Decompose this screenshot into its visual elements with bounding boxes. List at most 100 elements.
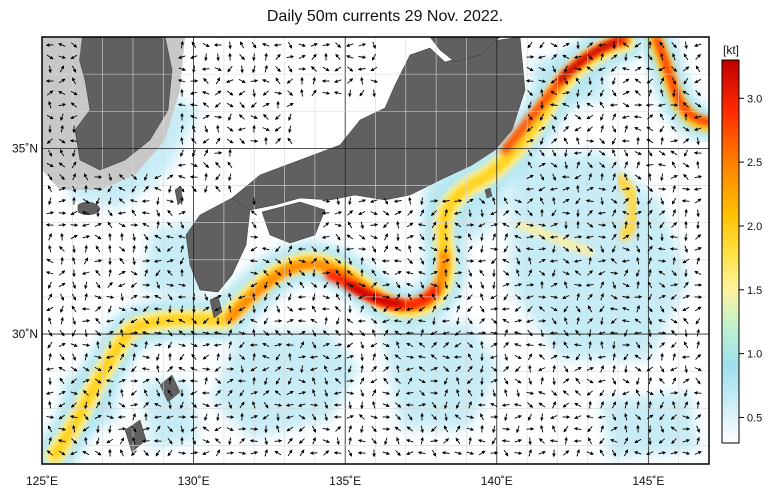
current-arrow — [597, 211, 606, 215]
current-arrow — [672, 209, 676, 217]
current-arrow — [526, 283, 535, 287]
current-arrow — [419, 233, 425, 241]
current-arrow — [335, 233, 341, 241]
current-arrow — [250, 246, 258, 252]
current-arrow — [552, 196, 556, 205]
current-arrow — [310, 65, 317, 72]
current-arrow — [48, 281, 52, 289]
current-arrow — [694, 127, 702, 131]
current-arrow — [393, 319, 402, 323]
current-arrow — [480, 377, 484, 386]
current-arrow — [670, 318, 678, 324]
current-arrow — [671, 270, 677, 277]
current-arrow — [611, 125, 617, 133]
current-arrow — [503, 210, 510, 216]
current-arrow — [202, 306, 210, 312]
current-arrow — [550, 78, 557, 84]
current-arrow — [177, 163, 186, 167]
current-arrow — [600, 89, 604, 97]
current-arrow — [334, 223, 342, 227]
current-arrow — [45, 271, 54, 275]
current-arrow — [156, 220, 160, 229]
current-arrow — [264, 293, 268, 301]
current-arrow — [527, 41, 533, 49]
current-arrow — [286, 103, 294, 107]
current-arrow — [623, 269, 629, 277]
current-arrow — [214, 102, 221, 108]
current-arrow — [562, 295, 570, 299]
current-arrow — [647, 306, 653, 313]
current-arrow — [383, 305, 389, 313]
current-arrow — [96, 425, 100, 434]
current-arrow — [177, 103, 186, 107]
current-arrow — [168, 305, 172, 314]
current-arrow — [60, 113, 64, 121]
current-arrow — [634, 211, 642, 215]
current-arrow — [106, 295, 115, 299]
current-arrow — [669, 247, 678, 251]
current-arrow — [527, 306, 533, 313]
current-arrow — [621, 319, 630, 323]
current-arrow — [695, 65, 701, 73]
current-arrow — [228, 304, 232, 313]
current-arrow — [598, 223, 607, 227]
current-arrow — [586, 139, 595, 143]
current-arrow — [311, 53, 317, 60]
current-arrow — [192, 149, 196, 157]
current-arrow — [322, 43, 331, 47]
current-arrow — [58, 199, 66, 203]
current-arrow — [348, 257, 352, 266]
current-arrow — [660, 88, 664, 97]
current-arrow — [550, 282, 558, 288]
current-arrow — [288, 269, 292, 278]
current-arrow — [538, 295, 547, 299]
current-arrow — [273, 43, 282, 47]
current-arrow — [70, 210, 78, 216]
current-arrow — [275, 246, 281, 253]
current-arrow — [238, 114, 245, 120]
land — [42, 37, 526, 453]
current-arrow — [660, 352, 664, 361]
current-arrow — [695, 90, 701, 97]
current-arrow — [622, 42, 630, 48]
current-arrow — [456, 245, 460, 253]
current-arrow — [46, 90, 54, 96]
current-arrow — [587, 246, 594, 252]
current-arrow — [156, 317, 160, 326]
current-arrow — [552, 125, 556, 133]
current-arrow — [539, 113, 545, 121]
current-arrow — [249, 259, 258, 263]
current-arrow — [358, 283, 366, 287]
current-arrow — [48, 100, 52, 109]
current-arrow — [299, 281, 305, 289]
current-arrow — [586, 66, 594, 72]
current-arrow — [119, 246, 126, 252]
current-arrow — [72, 245, 76, 254]
current-arrow — [622, 102, 630, 108]
current-arrow — [468, 269, 472, 277]
current-arrow — [165, 235, 174, 239]
current-arrow — [264, 64, 268, 73]
current-arrow — [300, 88, 304, 97]
current-arrow — [130, 282, 137, 288]
current-arrow — [574, 283, 583, 287]
current-arrow — [263, 317, 269, 325]
current-arrow — [634, 78, 642, 84]
current-arrow — [214, 67, 222, 71]
current-arrow — [371, 306, 377, 313]
current-arrow — [250, 115, 258, 119]
current-arrow — [143, 318, 150, 325]
current-arrow — [348, 197, 352, 206]
current-arrow — [456, 305, 460, 313]
current-arrow — [528, 269, 532, 277]
current-arrow — [60, 149, 64, 157]
current-arrow — [622, 211, 630, 215]
current-arrow — [418, 306, 426, 312]
current-arrow — [526, 126, 533, 132]
current-arrow — [178, 235, 186, 239]
korea-west-coast — [42, 37, 82, 165]
current-arrow — [72, 281, 76, 289]
current-arrow — [660, 173, 664, 182]
current-arrow — [118, 283, 126, 287]
current-arrow — [204, 125, 208, 133]
